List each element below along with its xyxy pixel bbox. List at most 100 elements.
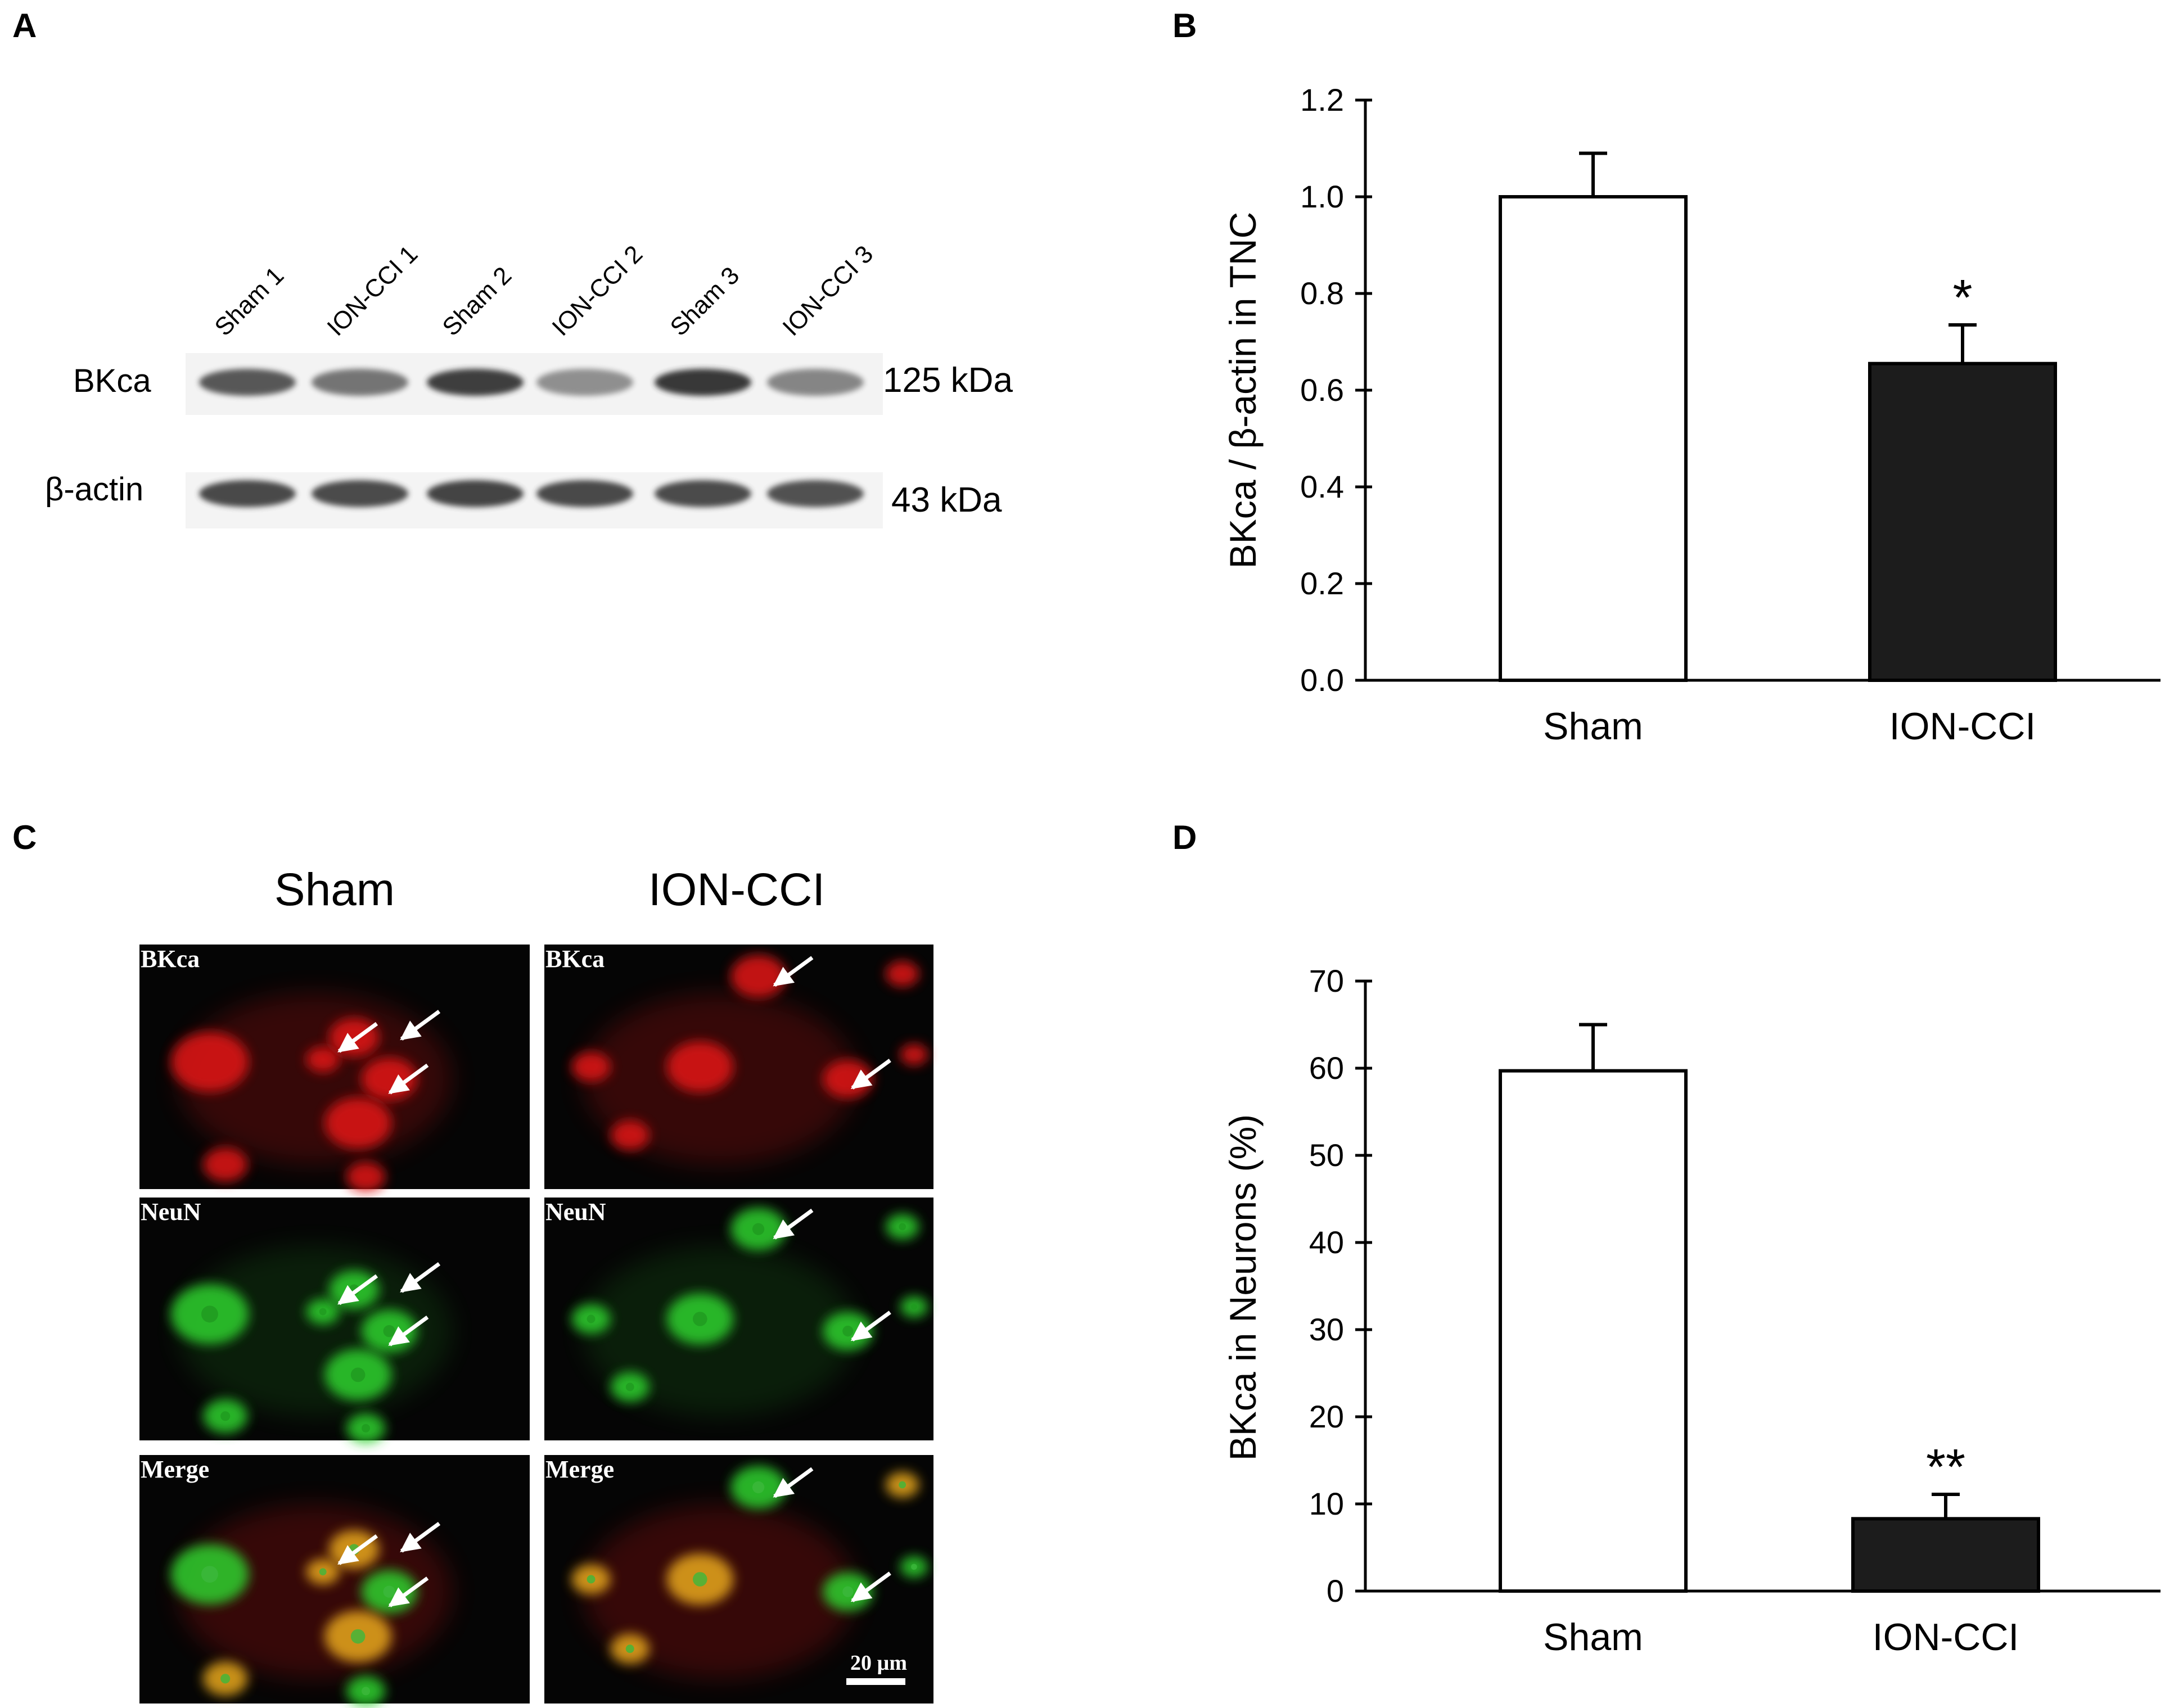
lane-label: Sham 1: [209, 261, 289, 341]
y-tick-label: 0.4: [1300, 469, 1344, 504]
cell-nucleus: [625, 1382, 634, 1391]
cell-body: [202, 1147, 248, 1182]
blot-band: [767, 480, 864, 507]
y-tick-label: 0.6: [1300, 372, 1344, 408]
micrograph-ion-cci-merge: Merge: [544, 1455, 933, 1704]
micrograph-row-label: BKca: [545, 945, 605, 973]
cell-nucleus: [362, 1424, 371, 1433]
arrow-icon: [388, 1576, 429, 1607]
y-tick-label: 0.0: [1300, 662, 1344, 698]
cell-nucleus: [899, 1481, 906, 1489]
y-tick-label: 70: [1309, 963, 1344, 998]
column-title-sham: Sham: [274, 864, 395, 915]
significance-marker: *: [1952, 270, 1972, 326]
panel-label-a: A: [12, 7, 37, 44]
y-tick-label: 1.0: [1300, 179, 1344, 214]
cell-nucleus: [752, 1223, 765, 1235]
micrograph-sham-merge: Merge: [139, 1455, 530, 1706]
arrow-icon: [388, 1063, 429, 1095]
y-tick-label: 0: [1327, 1573, 1344, 1608]
cell-body: [730, 955, 787, 998]
y-axis-label: BKca / β-actin in TNC: [1222, 212, 1264, 569]
micrograph-panel: Sham ION-CCI BKcaNeuNMergeBKcaNeuNMerge …: [139, 864, 933, 1706]
panel-label-c: C: [12, 819, 37, 856]
x-tick-label: ION-CCI: [1873, 1616, 2019, 1659]
y-tick-label: 20: [1309, 1399, 1344, 1434]
western-blot-panel: Sham 1 ION-CCI 1 Sham 2 ION-CCI 2 Sham 3 ION-…: [45, 240, 1013, 528]
cell-nucleus: [201, 1566, 218, 1583]
y-tick-label: 0.8: [1300, 275, 1344, 311]
y-axis-label: BKca in Neurons (%): [1222, 1114, 1264, 1461]
y-tick-label: 10: [1309, 1486, 1344, 1521]
cell-nucleus: [350, 1629, 366, 1644]
y-tick-label: 60: [1309, 1050, 1344, 1086]
cell-nucleus: [911, 1564, 917, 1570]
cell-nucleus: [752, 1481, 765, 1494]
cell-nucleus: [383, 1585, 395, 1598]
cell-body: [170, 1032, 249, 1092]
cell-nucleus: [693, 1572, 707, 1587]
arrow-icon: [400, 1010, 441, 1041]
blot-band: [427, 480, 524, 507]
chart-d: 0 10 20 30 40 50 60 70 Sham ION-CCI ** BKca in Neur…: [1222, 963, 2161, 1659]
blot-band: [536, 369, 633, 396]
scale-bar-label: 20 µm: [850, 1651, 907, 1675]
panel-label-d: D: [1172, 819, 1197, 856]
column-title-ion-cci: ION-CCI: [648, 864, 825, 915]
micrograph-row-label: NeuN: [545, 1198, 606, 1226]
cell-nucleus: [362, 1687, 371, 1696]
cell-nucleus: [587, 1314, 596, 1323]
cell-nucleus: [383, 1325, 395, 1338]
blot-band: [767, 369, 864, 396]
bar: [1499, 195, 1688, 682]
lane-label: ION-CCI 3: [777, 240, 878, 341]
lane-label: ION-CCI 2: [547, 240, 648, 341]
cell-nucleus: [693, 1312, 707, 1326]
micrograph-ion-cci-bkca: BKca: [544, 945, 933, 1189]
arrow-icon: [337, 1274, 378, 1305]
arrow-icon: [773, 1467, 814, 1498]
cell-body: [324, 1097, 392, 1149]
significance-marker: **: [1926, 1439, 1965, 1495]
arrow-icon: [773, 956, 814, 987]
cell-body: [666, 1041, 734, 1093]
cell-body: [610, 1120, 650, 1150]
cell-nucleus: [350, 1367, 366, 1382]
cell-nucleus: [201, 1305, 218, 1323]
cell-nucleus: [220, 1674, 231, 1684]
lane-label: Sham 3: [665, 261, 745, 341]
x-tick-label: Sham: [1543, 1616, 1643, 1659]
micrograph-ion-cci-neun: NeuN: [544, 1198, 933, 1440]
micrograph-row-label: BKca: [141, 945, 200, 973]
cell-body: [329, 1018, 380, 1057]
arrow-icon: [337, 1022, 378, 1053]
lane-label: ION-CCI 1: [322, 240, 423, 341]
scale-bar: 20 µm: [846, 1651, 907, 1685]
x-tick-label: ION-CCI: [1889, 705, 2036, 748]
cell-body: [885, 961, 919, 987]
micrograph-row-label: NeuN: [141, 1198, 201, 1226]
micrograph-row-label: Merge: [545, 1456, 614, 1483]
y-tick-label: 30: [1309, 1312, 1344, 1347]
scale-bar-line: [846, 1678, 905, 1685]
cell-body: [900, 1043, 928, 1065]
arrow-icon: [400, 1521, 441, 1553]
cell-nucleus: [319, 1568, 327, 1576]
blot-band: [312, 480, 408, 507]
cell-nucleus: [319, 1308, 327, 1316]
cell-nucleus: [842, 1586, 854, 1597]
y-tick-label: 1.2: [1300, 82, 1344, 118]
cell-nucleus: [842, 1326, 854, 1337]
panel-label-b: B: [1172, 7, 1197, 44]
lane-label: Sham 2: [437, 261, 517, 341]
micrograph-sham-bkca: BKca: [139, 945, 530, 1192]
blot-band: [199, 369, 296, 396]
y-tick-label: 40: [1309, 1224, 1344, 1260]
cell-nucleus: [625, 1644, 634, 1653]
cell-body: [306, 1046, 340, 1073]
blot-band: [536, 480, 633, 507]
blot-strip-bkca: [186, 353, 883, 415]
cell-nucleus: [899, 1223, 906, 1231]
blot-band: [427, 369, 524, 396]
